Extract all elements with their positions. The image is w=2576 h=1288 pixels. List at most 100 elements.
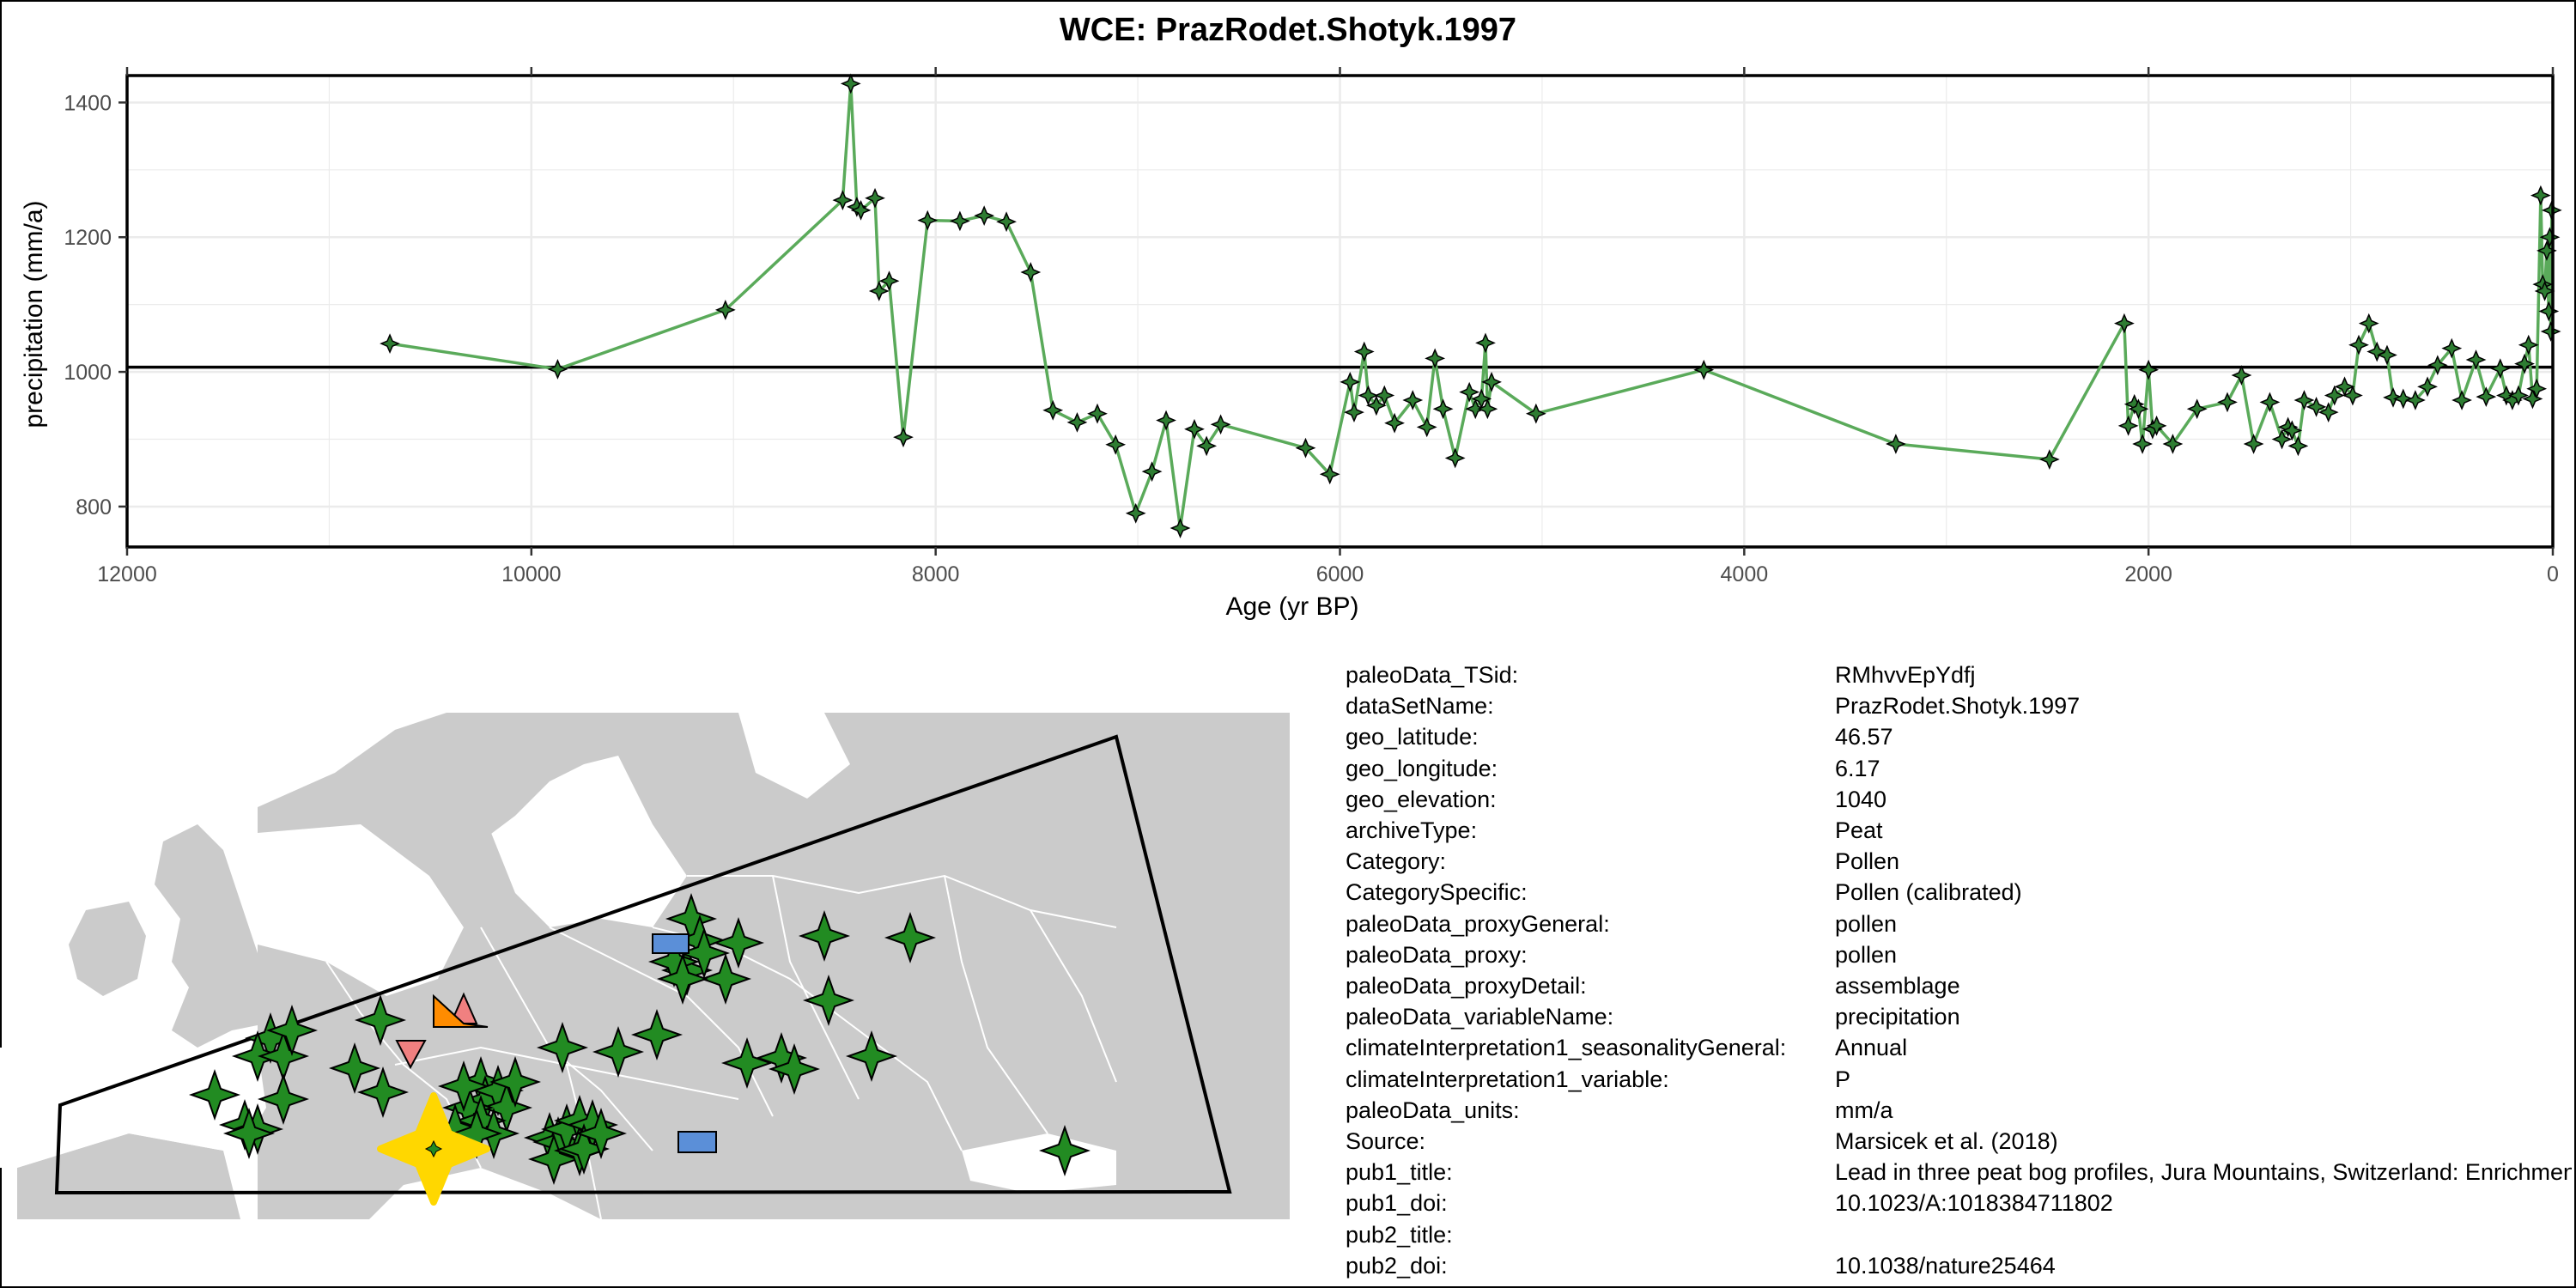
data-point [1196, 435, 1218, 457]
metadata-key: dataSetName: [1346, 693, 1494, 720]
site-marker [354, 993, 407, 1047]
site-marker [798, 909, 851, 963]
map-gulf [738, 713, 850, 799]
metadata-key: Source: [1346, 1128, 1426, 1155]
data-point [1358, 385, 1379, 406]
site-marker [592, 1025, 645, 1078]
metadata-key: Category: [1346, 848, 1447, 875]
metadata-key: pub2_doi: [1346, 1252, 1448, 1279]
data-point [1125, 502, 1146, 524]
data-point [2306, 396, 2327, 417]
chart-title: WCE: PrazRodet.Shotyk.1997 [1059, 12, 1517, 48]
data-point [2259, 392, 2281, 413]
site-marker [536, 1021, 589, 1074]
data-point [2117, 415, 2139, 436]
data-point [2451, 390, 2472, 410]
map-north-sea [258, 824, 464, 996]
metadata-value: Peat [1835, 817, 1883, 844]
site-marker [356, 1066, 410, 1119]
site-marker [527, 1133, 580, 1186]
data-point [2231, 365, 2252, 386]
data-point [1374, 385, 1395, 406]
site-marker [257, 1072, 310, 1126]
map-region-outline [54, 734, 1232, 1195]
x-tick-label: 10000 [501, 562, 562, 586]
site-marker-rect [677, 1131, 717, 1153]
metadata-key: archiveType: [1346, 817, 1478, 844]
data-point [2342, 385, 2363, 406]
metadata-row: archiveType: Peat [1346, 815, 2572, 846]
metadata-table: paleoData_TSid: RMhvvEpYdfj dataSetName: Pr… [1346, 659, 2572, 1283]
x-tick-label: 2000 [2124, 562, 2172, 586]
data-point [2038, 449, 2060, 470]
metadata-value: pollen [1835, 941, 1898, 968]
data-point [2427, 355, 2448, 376]
site-marker-triangle [395, 1040, 427, 1070]
data-point [2508, 385, 2529, 406]
data-point [1365, 395, 1387, 416]
metadata-row: paleoData_units: mm/a [1346, 1095, 2572, 1126]
metadata-value: Annual [1835, 1035, 1908, 1061]
data-point [2271, 428, 2293, 450]
data-point [2293, 390, 2315, 410]
data-point [547, 359, 568, 380]
map-scandinavia [395, 713, 601, 841]
data-point [1042, 399, 1064, 421]
site-marker [845, 1030, 898, 1083]
site-marker [802, 974, 855, 1027]
metadata-value: 10.1023/A:1018384711802 [1835, 1190, 2113, 1217]
data-point [1156, 410, 1176, 431]
metadata-value: 46.57 [1835, 724, 1893, 750]
data-point [974, 205, 995, 227]
map-sea-north [258, 713, 447, 807]
data-point [2138, 359, 2160, 380]
metadata-row: paleoData_variableName: precipitation [1346, 1001, 2572, 1032]
data-point [996, 211, 1017, 233]
metadata-key: paleoData_proxyGeneral: [1346, 910, 1610, 937]
map-sea-west [0, 1048, 266, 1168]
metadata-row: pub2_title: [1346, 1219, 2572, 1250]
map-ireland [69, 902, 146, 996]
metadata-key: paleoData_proxyDetail: [1346, 973, 1587, 999]
data-point [2539, 227, 2561, 248]
metadata-value: P [1835, 1066, 1851, 1092]
data-point [950, 210, 970, 232]
metadata-row: paleoData_proxyGeneral: pollen [1346, 908, 2572, 939]
x-tick-label: 6000 [1316, 562, 1364, 586]
metadata-value: Pollen [1835, 848, 1900, 875]
data-point [2518, 334, 2539, 355]
metadata-key: paleoData_TSid: [1346, 662, 1519, 688]
timeseries-plot: 12000 10000 8000 6000 4000 2000 0 800 1000 1200 14… [64, 67, 2562, 586]
data-point [1141, 461, 1163, 483]
metadata-value: PrazRodet.Shotyk.1997 [1835, 693, 2081, 720]
site-marker [328, 1042, 381, 1095]
metadata-value: mm/a [1835, 1097, 1893, 1123]
data-point [2287, 435, 2309, 457]
data-point [2162, 434, 2184, 454]
metadata-row: paleoData_TSid: RMhvvEpYdfj [1346, 659, 2572, 690]
data-point [1210, 414, 1231, 435]
data-point [1020, 262, 1042, 283]
site-marker [574, 1107, 628, 1160]
data-point [2489, 358, 2511, 380]
data-point [1340, 371, 1361, 392]
x-tick-label: 8000 [912, 562, 960, 586]
y-tick-label: 1400 [64, 91, 112, 115]
data-point [840, 73, 861, 94]
data-point [850, 199, 872, 221]
data-point [2146, 415, 2167, 436]
data-point [380, 333, 400, 355]
data-point [1885, 434, 1906, 454]
data-point [2392, 388, 2414, 410]
y-axis-label: precipitation (mm/a) [20, 200, 48, 428]
data-point [1525, 403, 1546, 424]
site-marker-triangle [433, 993, 489, 1028]
data-point [1475, 332, 1496, 354]
data-point [1087, 403, 1108, 424]
metadata-key: CategorySpecific: [1346, 879, 1528, 906]
x-axis-label: Age (yr BP) [1225, 592, 1359, 621]
metadata-value: precipitation [1835, 1004, 1960, 1030]
metadata-row: pub2_doi: 10.1038/nature25464 [1346, 1250, 2572, 1281]
map-sites [188, 892, 1091, 1206]
